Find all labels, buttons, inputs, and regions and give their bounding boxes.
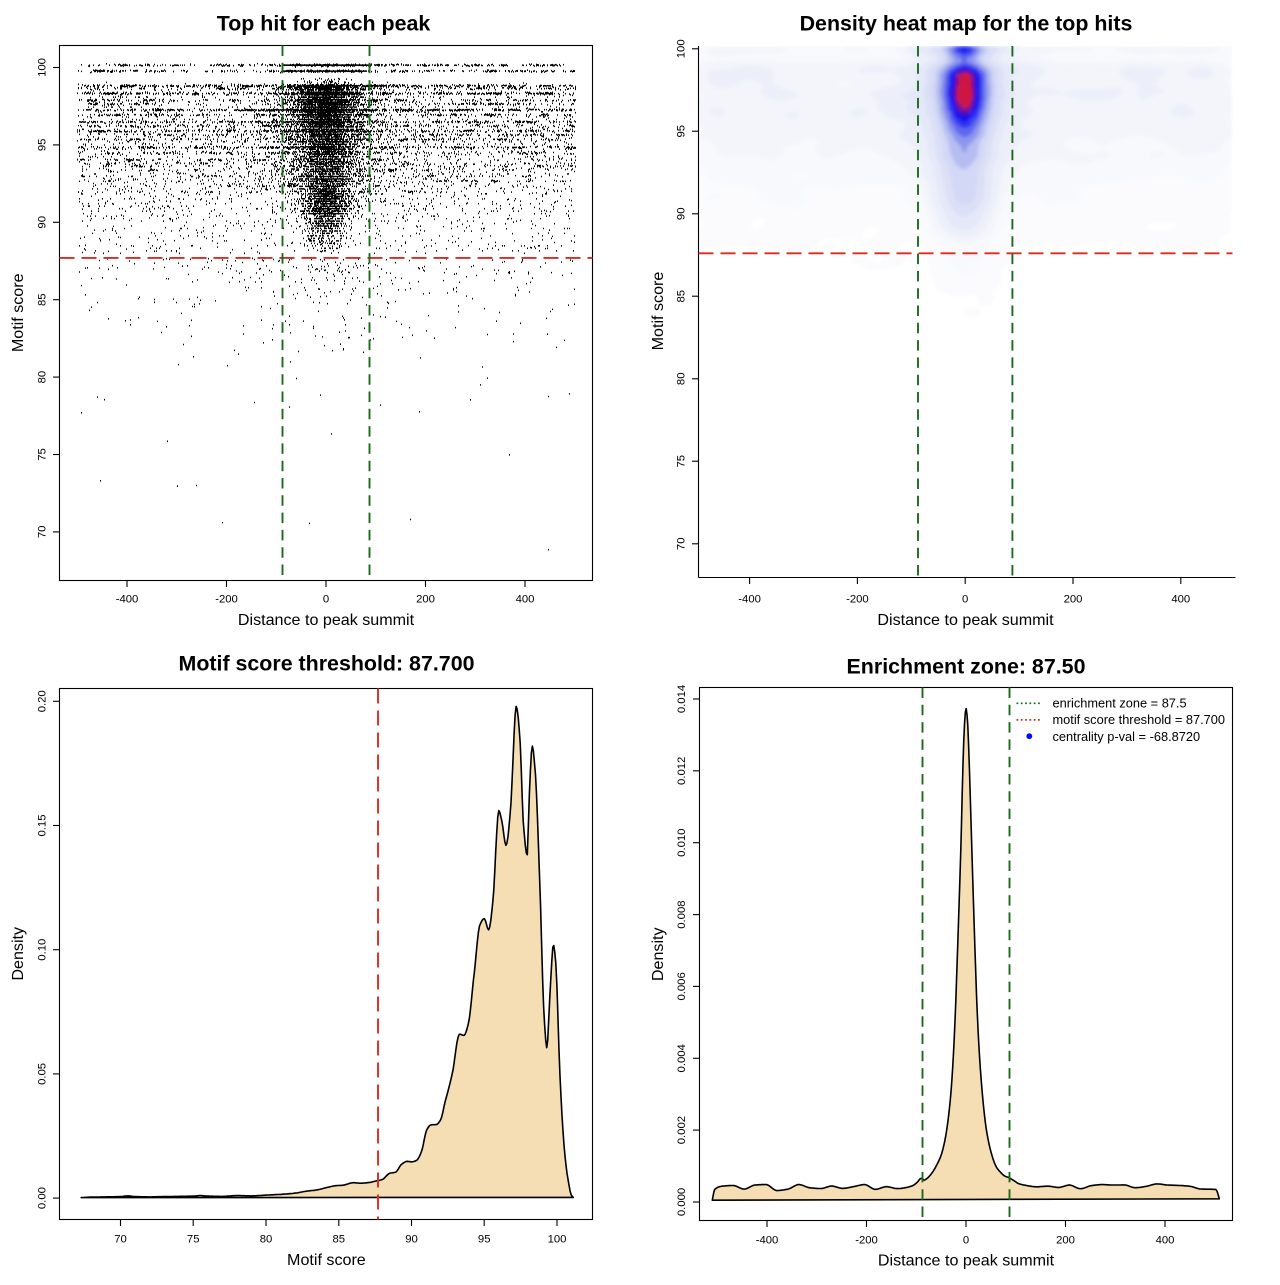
svg-text:95: 95 [36,139,48,152]
svg-text:100: 100 [676,39,688,58]
svg-text:80: 80 [676,373,688,386]
svg-text:centrality p-val = -68.8720: centrality p-val = -68.8720 [1053,729,1201,744]
svg-text:Motif score: Motif score [9,273,27,352]
svg-text:80: 80 [260,1234,273,1246]
svg-text:70: 70 [676,538,688,551]
svg-text:0.008: 0.008 [676,900,688,928]
svg-text:-400: -400 [116,594,139,606]
svg-text:0: 0 [962,594,968,606]
svg-text:70: 70 [36,526,48,539]
svg-text:Distance to peak summit: Distance to peak summit [877,611,1054,629]
svg-text:-200: -200 [215,594,238,606]
svg-text:0.006: 0.006 [676,972,688,1000]
svg-text:0.004: 0.004 [676,1044,688,1072]
svg-text:90: 90 [36,216,48,229]
svg-text:Motif score threshold: 87.700: Motif score threshold: 87.700 [179,652,475,676]
svg-text:100: 100 [548,1234,567,1246]
svg-text:75: 75 [187,1234,200,1246]
svg-text:Enrichment zone: 87.50: Enrichment zone: 87.50 [847,655,1086,679]
svg-text:0.05: 0.05 [37,1063,49,1085]
svg-text:0: 0 [963,1235,969,1247]
svg-text:Density: Density [9,926,27,981]
svg-text:0.010: 0.010 [676,829,688,857]
svg-text:Density: Density [649,927,667,982]
svg-text:90: 90 [676,208,688,221]
svg-text:-200: -200 [855,1235,878,1247]
svg-text:0.000: 0.000 [676,1188,688,1216]
svg-text:enrichment zone = 87.5: enrichment zone = 87.5 [1053,696,1187,711]
svg-text:0.014: 0.014 [676,685,688,713]
svg-text:200: 200 [1064,594,1083,606]
svg-text:Motif score: Motif score [287,1251,366,1269]
svg-text:Top hit for each peak: Top hit for each peak [217,12,431,36]
svg-text:0.15: 0.15 [37,815,49,837]
svg-text:0.10: 0.10 [37,939,49,961]
svg-text:-400: -400 [756,1235,779,1247]
svg-text:70: 70 [114,1234,127,1246]
svg-text:200: 200 [1056,1235,1075,1247]
svg-text:0: 0 [323,594,329,606]
svg-text:400: 400 [1171,594,1190,606]
svg-text:95: 95 [676,125,688,138]
svg-text:Distance to peak summit: Distance to peak summit [878,1252,1055,1270]
svg-text:Density heat map for the top h: Density heat map for the top hits [800,12,1133,36]
svg-text:75: 75 [36,448,48,461]
svg-text:0.00: 0.00 [37,1187,49,1209]
svg-text:85: 85 [676,290,688,303]
svg-text:75: 75 [676,455,688,468]
svg-text:90: 90 [405,1234,418,1246]
svg-text:100: 100 [36,58,48,77]
svg-text:motif score threshold = 87.700: motif score threshold = 87.700 [1053,712,1226,727]
svg-text:400: 400 [516,594,535,606]
svg-text:85: 85 [333,1234,346,1246]
svg-text:-400: -400 [738,594,761,606]
svg-text:80: 80 [36,371,48,384]
svg-text:Distance to peak summit: Distance to peak summit [238,611,415,629]
svg-text:400: 400 [1156,1235,1175,1247]
svg-text:-200: -200 [846,594,869,606]
svg-text:0.20: 0.20 [37,690,49,712]
svg-text:95: 95 [478,1234,491,1246]
svg-text:Motif score: Motif score [649,272,667,351]
svg-text:0.002: 0.002 [676,1116,688,1144]
svg-text:85: 85 [36,293,48,306]
svg-text:200: 200 [416,594,435,606]
svg-text:0.012: 0.012 [676,757,688,785]
